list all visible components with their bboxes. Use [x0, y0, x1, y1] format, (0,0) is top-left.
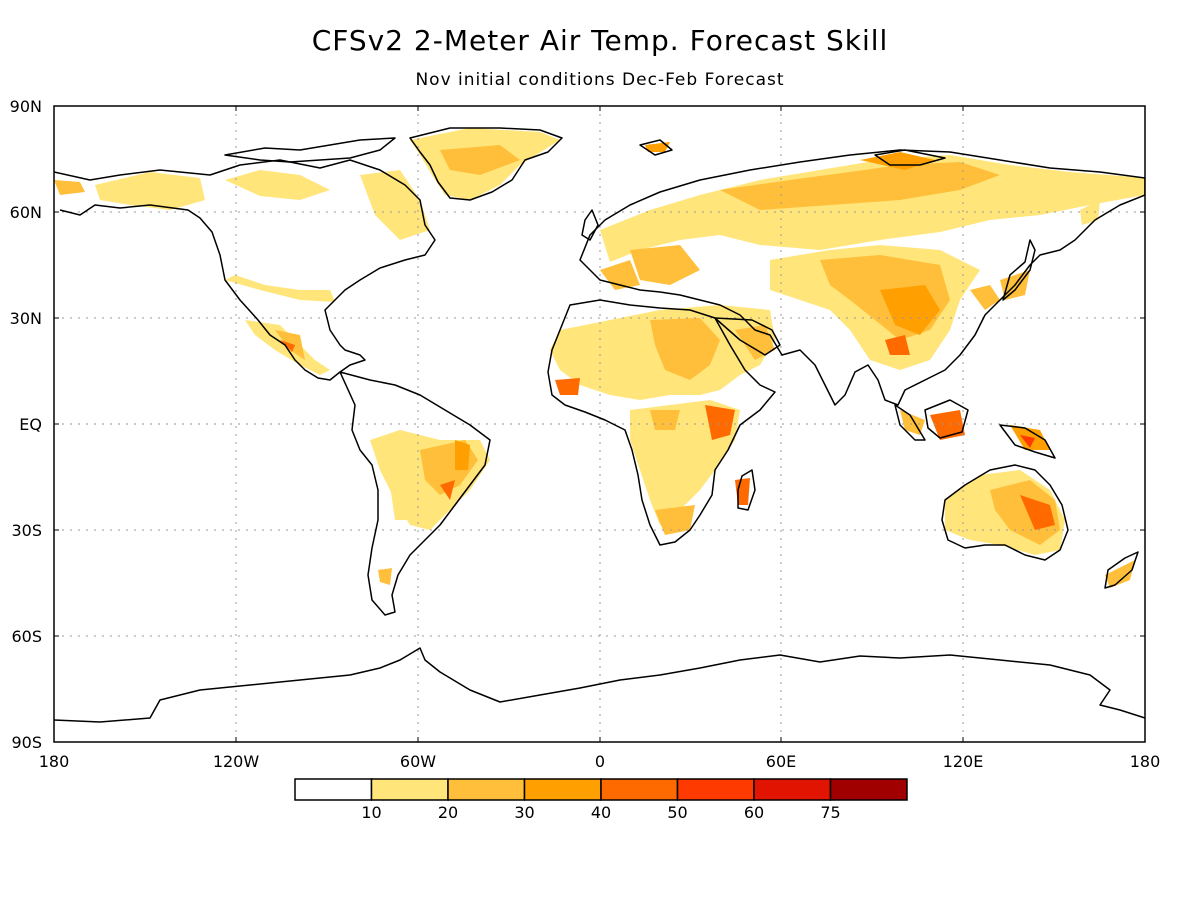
colorbar-swatch [370, 778, 449, 801]
colorbar-swatch [447, 778, 526, 801]
map-title: CFSv2 2-Meter Air Temp. Forecast Skill [311, 24, 889, 57]
lat-label-30s: 30S [11, 521, 42, 540]
lat-label-60n: 60N [10, 203, 42, 222]
axis-ticks [54, 105, 1145, 743]
lon-label-60w: 60W [400, 752, 436, 771]
longitude-labels: 180 120W 60W 0 60E 120E 180 [39, 752, 1161, 771]
lon-label-120w: 120W [213, 752, 260, 771]
coastlines [54, 127, 1145, 723]
colorbar-swatch [294, 778, 373, 801]
colorbar-labels: 10 20 30 40 50 60 75 [361, 803, 840, 822]
lon-label-120e: 120E [943, 752, 984, 771]
colorbar-label: 50 [667, 803, 687, 822]
colorbar-label: 20 [438, 803, 458, 822]
colorbar-swatch [600, 778, 679, 801]
lat-label-60s: 60S [11, 627, 42, 646]
colorbar [294, 778, 908, 801]
colorbar-label: 60 [744, 803, 764, 822]
skill-shading [54, 128, 1145, 588]
colorbar-label: 30 [514, 803, 534, 822]
lat-label-90n: 90N [10, 97, 42, 116]
lat-label-30n: 30N [10, 309, 42, 328]
colorbar-swatch [676, 778, 755, 801]
map-subtitle: Nov initial conditions Dec-Feb Forecast [415, 70, 785, 90]
colorbar-label: 40 [591, 803, 611, 822]
lon-label-180w: 180 [39, 752, 70, 771]
colorbar-swatch [523, 778, 602, 801]
lon-label-60e: 60E [766, 752, 796, 771]
colorbar-swatch [753, 778, 832, 801]
colorbar-label: 75 [820, 803, 840, 822]
lat-label-eq: EQ [19, 415, 42, 434]
colorbar-swatch [829, 778, 908, 801]
lon-label-180e: 180 [1130, 752, 1161, 771]
colorbar-label: 10 [361, 803, 381, 822]
map-grid [54, 106, 1145, 742]
latitude-labels: 90N 60N 30N EQ 30S 60S 90S [10, 97, 42, 752]
lon-label-0: 0 [595, 752, 605, 771]
lat-label-90s: 90S [11, 733, 42, 752]
